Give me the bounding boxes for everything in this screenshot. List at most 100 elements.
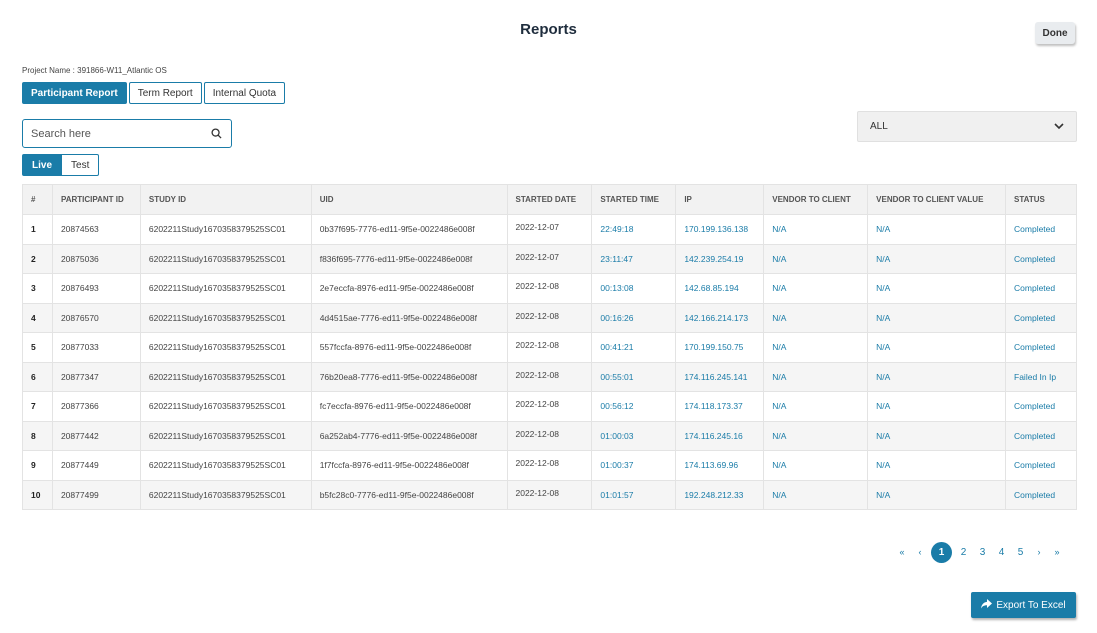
page-button-3[interactable]: 3 [979,546,986,558]
status-filter-select[interactable]: ALL [857,111,1077,142]
vendor-to-client-value-cell: N/A [867,420,1007,451]
tab-term-report[interactable]: Term Report [128,82,202,104]
started-time-cell: 01:00:37 [591,450,677,481]
study-id-cell: 6202211Study1670358379525SC01 [139,273,312,304]
report-tabs: Participant Report Term Report Internal … [22,82,286,104]
page-title: Reports [520,21,577,38]
vendor-to-client-value-cell: N/A [867,273,1007,304]
table-row[interactable]: 6 20877347 6202211Study1670358379525SC01 76… [22,361,1077,392]
started-date-cell: 2022-12-07 [506,214,593,245]
table-row[interactable]: 8 20877442 6202211Study1670358379525SC01 6a… [22,420,1077,451]
participant-id-cell: 20876570 [51,302,141,333]
next-page-button[interactable]: › [1037,547,1041,557]
table-body: 1 20874563 6202211Study1670358379525SC01 0b… [22,214,1077,510]
row-number-cell: 3 [22,273,53,304]
started-time-cell: 00:55:01 [591,361,677,392]
participant-id-cell: 20877033 [51,332,141,363]
participant-id-cell: 20877499 [51,479,141,510]
page-button-5[interactable]: 5 [1017,546,1024,558]
table-row[interactable]: 9 20877449 6202211Study1670358379525SC01 1f… [22,450,1077,481]
started-time-cell: 23:11:47 [591,243,677,274]
first-page-button[interactable]: « [899,547,905,557]
tab-internal-quota[interactable]: Internal Quota [203,82,286,104]
ip-address-cell: 174.116.245.141 [675,361,765,392]
uid-cell: b5fc28c0-7776-ed11-9f5e-0022486e008f [310,479,508,510]
share-arrow-icon [981,598,993,612]
vendor-to-client-value-cell: N/A [867,361,1007,392]
tab-live[interactable]: Live [22,154,63,176]
started-date-cell: 2022-12-08 [506,332,593,363]
tab-test[interactable]: Test [62,154,100,176]
vendor-to-client-cell: N/A [763,479,869,510]
table-row[interactable]: 10 20877499 6202211Study1670358379525SC01 b… [22,479,1077,510]
column-header: STARTED DATE [506,184,593,215]
row-number-cell: 10 [22,479,53,510]
study-id-cell: 6202211Study1670358379525SC01 [139,391,312,422]
prev-page-button[interactable]: ‹ [918,547,922,557]
status-cell: Completed [1005,420,1077,451]
started-date-cell: 2022-12-08 [506,273,593,304]
uid-cell: 557fccfa-8976-ed11-9f5e-0022486e008f [310,332,508,363]
study-id-cell: 6202211Study1670358379525SC01 [139,361,312,392]
table-row[interactable]: 4 20876570 6202211Study1670358379525SC01 4d… [22,302,1077,333]
column-header: STATUS [1005,184,1077,215]
started-date-cell: 2022-12-08 [506,479,593,510]
uid-cell: fc7eccfa-8976-ed11-9f5e-0022486e008f [310,391,508,422]
status-cell: Completed [1005,302,1077,333]
page-button-4[interactable]: 4 [998,546,1005,558]
vendor-to-client-value-cell: N/A [867,302,1007,333]
table-row[interactable]: 7 20877366 6202211Study1670358379525SC01 fc… [22,391,1077,422]
filter-selected-value: ALL [870,121,888,132]
study-id-cell: 6202211Study1670358379525SC01 [139,420,312,451]
row-number-cell: 8 [22,420,53,451]
last-page-button[interactable]: » [1054,547,1060,557]
status-cell: Completed [1005,479,1077,510]
started-time-cell: 00:13:08 [591,273,677,304]
row-number-cell: 6 [22,361,53,392]
table-row[interactable]: 1 20874563 6202211Study1670358379525SC01 0b… [22,214,1077,245]
row-number-cell: 9 [22,450,53,481]
started-time-cell: 00:41:21 [591,332,677,363]
participant-id-cell: 20877347 [51,361,141,392]
ip-address-cell: 192.248.212.33 [675,479,765,510]
page-button-1[interactable]: 1 [931,541,952,563]
table-header-row: # PARTICIPANT ID STUDY ID UID STARTED DA… [22,184,1077,215]
ip-address-cell: 174.116.245.16 [675,420,765,451]
column-header: PARTICIPANT ID [51,184,141,215]
study-id-cell: 6202211Study1670358379525SC01 [139,214,312,245]
status-cell: Completed [1005,273,1077,304]
uid-cell: 1f7fccfa-8976-ed11-9f5e-0022486e008f [310,450,508,481]
column-header: # [22,184,53,215]
search-icon[interactable] [211,127,223,140]
started-date-cell: 2022-12-08 [506,420,593,451]
started-time-cell: 01:01:57 [591,479,677,510]
table-row[interactable]: 3 20876493 6202211Study1670358379525SC01 2e… [22,273,1077,304]
column-header: UID [310,184,508,215]
status-cell: Completed [1005,332,1077,363]
table-row[interactable]: 2 20875036 6202211Study1670358379525SC01 f8… [22,243,1077,274]
study-id-cell: 6202211Study1670358379525SC01 [139,302,312,333]
vendor-to-client-value-cell: N/A [867,391,1007,422]
ip-address-cell: 170.199.150.75 [675,332,765,363]
study-id-cell: 6202211Study1670358379525SC01 [139,479,312,510]
vendor-to-client-value-cell: N/A [867,479,1007,510]
column-header: VENDOR TO CLIENT [763,184,869,215]
column-header: IP [675,184,765,215]
uid-cell: 4d4515ae-7776-ed11-9f5e-0022486e008f [310,302,508,333]
vendor-to-client-cell: N/A [763,391,869,422]
chevron-down-icon [1054,123,1064,130]
export-to-excel-button[interactable]: Export To Excel [971,592,1076,618]
row-number-cell: 5 [22,332,53,363]
participant-id-cell: 20877449 [51,450,141,481]
row-number-cell: 4 [22,302,53,333]
page-button-2[interactable]: 2 [960,546,967,558]
tab-participant-report[interactable]: Participant Report [22,82,127,104]
search-input[interactable] [31,127,211,140]
vendor-to-client-cell: N/A [763,332,869,363]
done-button[interactable]: Done [1035,22,1075,44]
started-date-cell: 2022-12-08 [506,450,593,481]
participant-id-cell: 20877442 [51,420,141,451]
participant-id-cell: 20876493 [51,273,141,304]
status-cell: Completed [1005,243,1077,274]
table-row[interactable]: 5 20877033 6202211Study1670358379525SC01 55… [22,332,1077,363]
